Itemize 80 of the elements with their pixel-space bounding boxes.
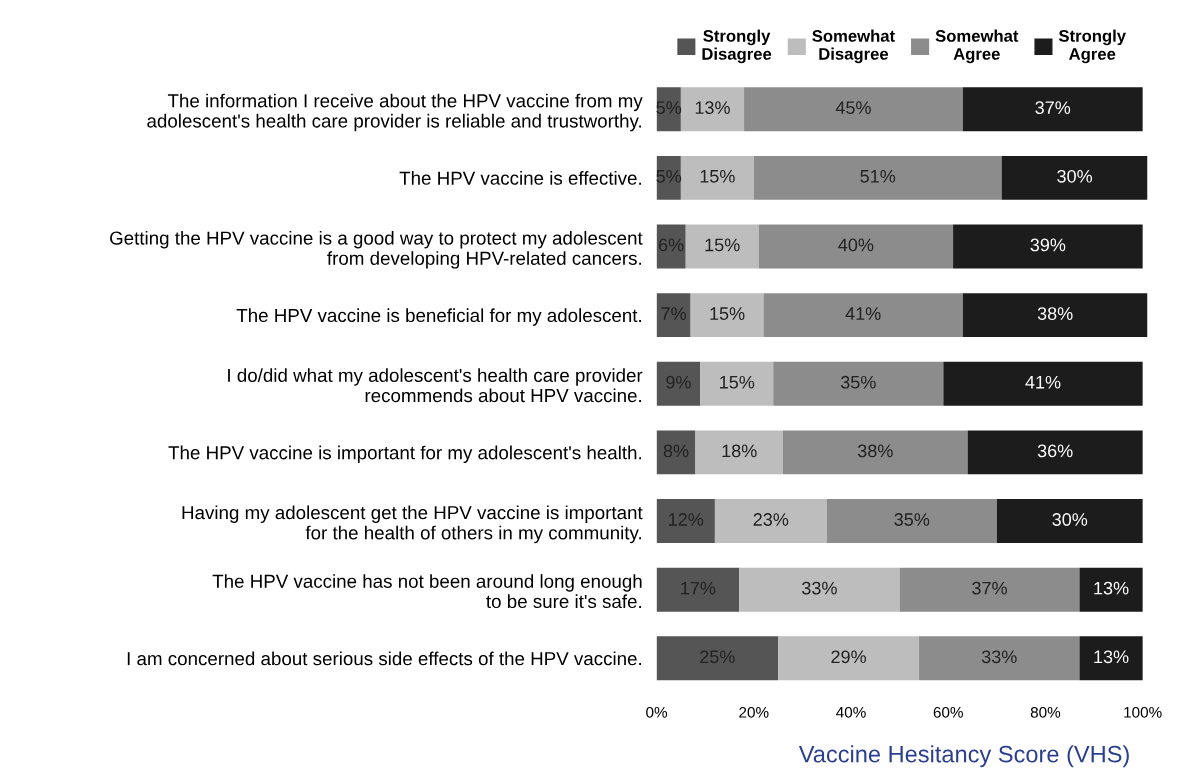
- data-label: 37%: [972, 581, 1007, 595]
- bar: [962, 293, 1148, 338]
- bar: [656, 567, 740, 612]
- bar: [739, 567, 900, 612]
- bar: [1079, 567, 1143, 612]
- legend-label: Strongly Disagree: [702, 29, 772, 64]
- y-tick-label: The HPV vaccine is important for my adolescent's health.: [168, 445, 641, 464]
- data-label: 41%: [845, 307, 881, 320]
- bar: [758, 224, 954, 269]
- data-label: 15%: [700, 169, 735, 183]
- bar: [763, 293, 963, 338]
- data-label: 13%: [1094, 581, 1129, 595]
- y-tick-label: The HPV vaccine has not been around long enough to be sure it's safe.: [212, 574, 642, 609]
- y-tick-label: Having my adolescent get the HPV vaccine is important for the health of others in my community.: [182, 505, 643, 544]
- y-tick-label: The HPV vaccine is beneficial for my adolescent.: [236, 308, 641, 326]
- bar: [919, 636, 1080, 681]
- legend-label: Somewhat Agree: [935, 29, 1019, 64]
- bar: [700, 361, 774, 406]
- y-tick-label: I do/did what my adolescent's health care provider recommends about HPV vaccine.: [228, 368, 643, 403]
- x-tick-label: 100%: [1124, 706, 1162, 718]
- bar: [1001, 155, 1148, 200]
- bar: [899, 567, 1080, 612]
- x-tick-label: 60%: [933, 706, 963, 718]
- bar: [685, 224, 759, 269]
- bar: [690, 293, 764, 338]
- data-label: 29%: [831, 650, 866, 664]
- bar: [953, 224, 1143, 269]
- bar: [656, 499, 715, 543]
- legend-label: Somewhat Disagree: [812, 29, 895, 64]
- bar: [826, 499, 997, 543]
- data-label: 51%: [860, 169, 896, 183]
- data-label: 15%: [705, 238, 740, 252]
- data-label: 15%: [710, 307, 745, 320]
- y-tick-label: The information I receive about the HPV vaccine from my adolescent's health care provider is reliable and trustworthy.: [147, 93, 643, 132]
- bar: [782, 430, 968, 475]
- bar: [695, 430, 783, 475]
- x-tick-label: 80%: [1030, 706, 1061, 718]
- data-label: 45%: [835, 101, 871, 115]
- data-label: 33%: [802, 581, 837, 595]
- bar: [656, 636, 779, 681]
- data-label: 13%: [695, 101, 730, 115]
- x-tick-label: 20%: [739, 706, 769, 718]
- bar: [656, 430, 696, 475]
- bar: [680, 155, 754, 200]
- bar: [967, 430, 1143, 475]
- x-tick-label: 40%: [836, 706, 866, 718]
- data-label: 38%: [857, 444, 893, 458]
- legend-label: Strongly Agree: [1058, 29, 1126, 64]
- bar: [962, 87, 1143, 132]
- data-label: 15%: [720, 375, 755, 389]
- y-tick-label: I am concerned about serious side effects of the HPV vaccine.: [127, 651, 641, 666]
- data-label: 13%: [1094, 650, 1129, 664]
- data-label: 30%: [1057, 169, 1093, 183]
- data-label: 33%: [981, 650, 1017, 664]
- bar: [656, 293, 691, 338]
- bar: [656, 361, 701, 406]
- bar: [1079, 636, 1143, 681]
- bar: [680, 87, 745, 132]
- data-label: 35%: [840, 375, 876, 389]
- data-label: 40%: [838, 238, 874, 252]
- x-axis-title: Vaccine Hesitancy Score (VHS): [798, 745, 1129, 768]
- data-label: 23%: [753, 513, 789, 526]
- data-label: 30%: [1052, 513, 1088, 526]
- data-label: 39%: [1030, 238, 1066, 252]
- data-label: 36%: [1037, 444, 1073, 458]
- bar: [714, 499, 827, 543]
- data-label: 18%: [722, 444, 757, 458]
- data-label: 41%: [1025, 375, 1061, 389]
- x-tick-label: 0%: [646, 706, 668, 718]
- data-label: 38%: [1037, 307, 1073, 320]
- bar: [773, 361, 944, 406]
- data-label: 35%: [894, 513, 930, 526]
- bar: [778, 636, 920, 681]
- bar: [744, 87, 963, 132]
- bar: [996, 499, 1143, 543]
- bar: [943, 361, 1143, 406]
- y-tick-label: Getting the HPV vaccine is a good way to protect my adolescent from developing HPV-related cancers.: [110, 230, 643, 269]
- y-tick-label: The HPV vaccine is effective.: [399, 171, 641, 185]
- bar: [753, 155, 1002, 200]
- data-label: 37%: [1035, 101, 1071, 115]
